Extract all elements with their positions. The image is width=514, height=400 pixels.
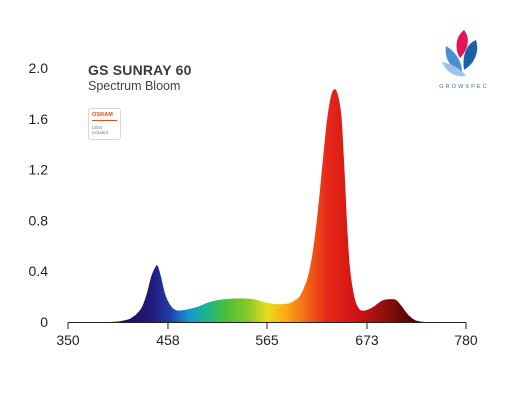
y-tick-label: 2.0	[29, 60, 49, 76]
x-tick-label: 458	[156, 332, 180, 348]
x-tick-label: 350	[56, 332, 80, 348]
y-tick-label: 0.4	[29, 263, 49, 279]
spectrum-area-layer	[109, 89, 425, 322]
y-tick-label: 1.6	[29, 111, 49, 127]
y-tick-label: 0.8	[29, 212, 49, 228]
y-tick-label: 0	[40, 314, 48, 330]
logo-petal-magenta	[456, 30, 468, 58]
x-axis-ticks: 350 458 565 673 780	[56, 322, 478, 348]
y-tick-label: 1.2	[29, 162, 49, 178]
osram-badge: OSRAM LEDs Included	[88, 108, 121, 140]
growspec-logo-icon	[442, 30, 478, 77]
logo-petal-mid-blue	[445, 46, 462, 72]
x-tick-label: 673	[355, 332, 379, 348]
x-tick-label: 565	[255, 332, 279, 348]
logo-petal-dark-blue	[463, 40, 478, 70]
badge-brand-label: OSRAM	[92, 112, 113, 118]
badge-note: LEDs Included	[92, 125, 108, 135]
badge-divider	[92, 120, 117, 121]
x-tick-label: 780	[454, 332, 478, 348]
chart-subtitle: Spectrum Bloom	[88, 79, 181, 93]
growspec-logo-text: GROWSPEC	[439, 84, 489, 90]
logo-petal-light-blue	[442, 62, 466, 77]
spectrum-area	[109, 89, 425, 322]
chart-title: GS SUNRAY 60	[88, 62, 192, 78]
y-axis-ticks: 0 0.4 0.8 1.2 1.6 2.0	[29, 60, 49, 330]
